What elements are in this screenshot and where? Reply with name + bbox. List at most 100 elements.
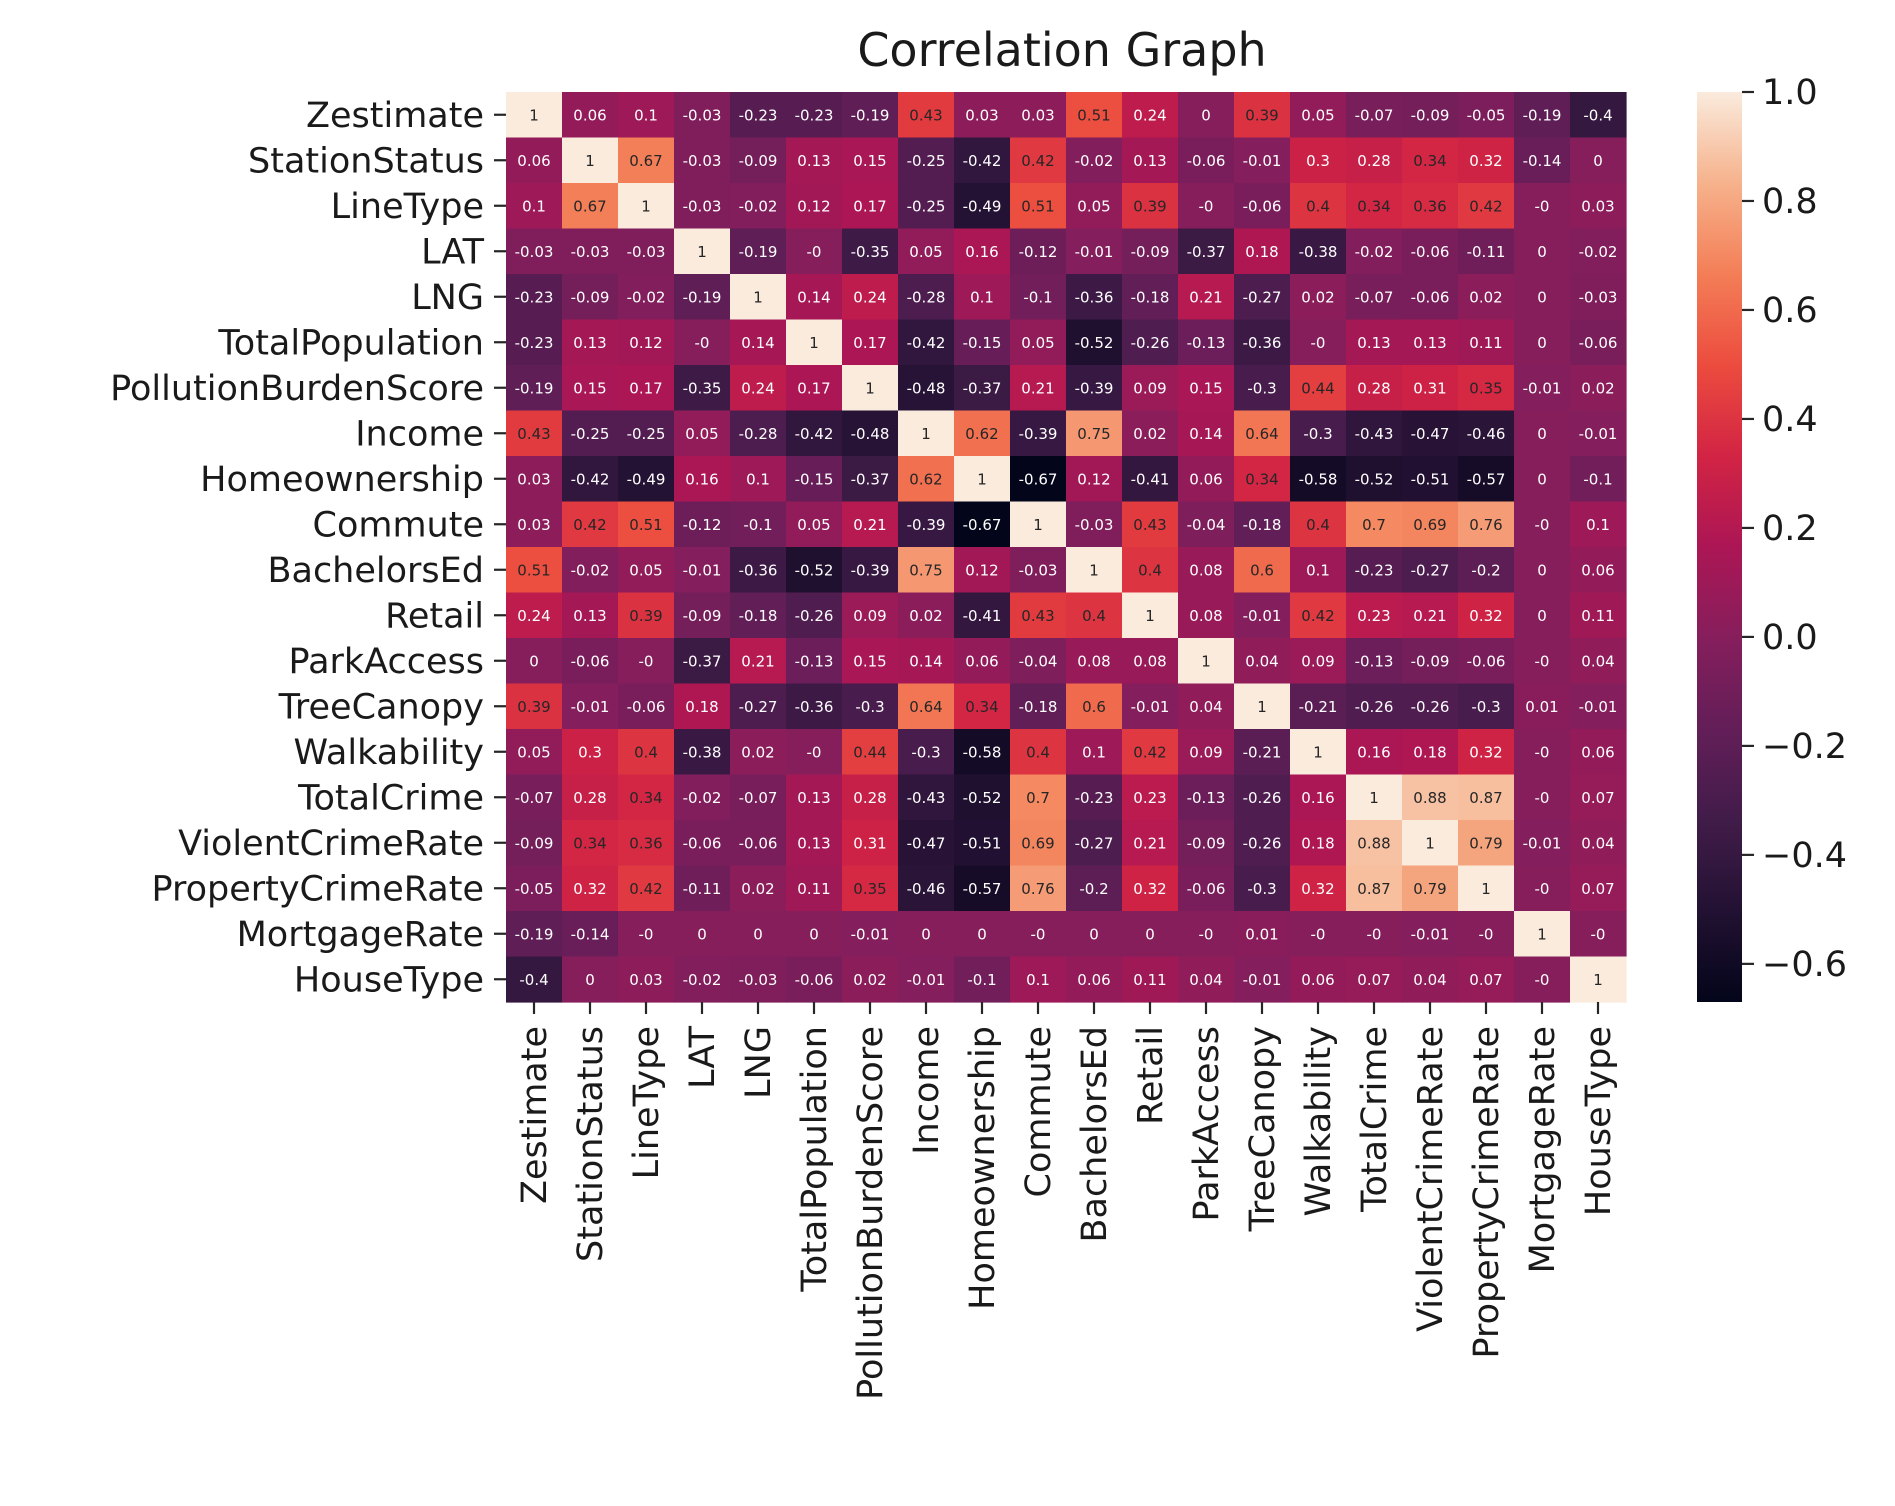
heatmap-cell (1234, 501, 1291, 548)
heatmap-cell (1402, 865, 1459, 912)
heatmap-cell (1234, 92, 1291, 139)
cell-value-label: 1 (585, 152, 595, 170)
heatmap-cell (786, 911, 843, 958)
heatmap-cell (1122, 137, 1179, 184)
heatmap-cell (1402, 365, 1459, 412)
heatmap-cell (1122, 92, 1179, 139)
cell-value-label: 0.09 (1301, 652, 1334, 670)
x-tick-label: TotalCrime (1355, 1026, 1395, 1213)
heatmap-cell (1234, 638, 1291, 685)
heatmap-cell (898, 137, 955, 184)
heatmap-cell (1346, 137, 1403, 184)
heatmap-cell (1178, 410, 1235, 457)
heatmap-cell (562, 228, 619, 275)
heatmap-cell (1234, 774, 1291, 821)
cell-value-label: 0.08 (1189, 561, 1222, 579)
heatmap-cell (1234, 137, 1291, 184)
cell-value-label: 0.12 (797, 197, 830, 215)
heatmap-cell (730, 956, 787, 1003)
cell-value-label: 0.17 (629, 379, 662, 397)
heatmap-cell (562, 956, 619, 1003)
cell-value-label: -0.03 (683, 106, 722, 124)
heatmap-cell (1066, 183, 1123, 230)
cell-value-label: -0.19 (739, 243, 778, 261)
heatmap-cell (786, 638, 843, 685)
y-tick-label: LAT (421, 232, 485, 272)
cell-value-label: -0.26 (1355, 698, 1394, 716)
heatmap-cell (618, 638, 675, 685)
heatmap-cell (954, 729, 1011, 776)
cell-value-label: 0.88 (1413, 789, 1446, 807)
heatmap-cell (506, 183, 563, 230)
heatmap-cell (1346, 319, 1403, 366)
cell-value-label: -0.58 (963, 743, 1002, 761)
heatmap-cell (1178, 137, 1235, 184)
cell-value-label: 0.28 (1357, 379, 1390, 397)
cell-value-label: 0.16 (685, 470, 718, 488)
cell-value-label: 0.21 (741, 652, 774, 670)
heatmap-cell (730, 911, 787, 958)
cell-value-label: -0.36 (1075, 288, 1114, 306)
heatmap-cell (506, 638, 563, 685)
cell-value-label: 0.04 (1189, 698, 1222, 716)
heatmap-cell (562, 547, 619, 594)
cell-value-label: 0.4 (1138, 561, 1162, 579)
cell-value-label: -0.36 (1243, 334, 1282, 352)
heatmap-cell (1402, 592, 1459, 639)
cell-value-label: -0.19 (683, 288, 722, 306)
cell-value-label: 0.14 (1189, 425, 1222, 443)
heatmap-cell (1122, 820, 1179, 867)
cell-value-label: 0.17 (853, 197, 886, 215)
cell-value-label: -0.38 (683, 743, 722, 761)
cell-value-label: -0.3 (911, 743, 940, 761)
cell-value-label: 0.13 (1413, 334, 1446, 352)
cell-value-label: -0.23 (739, 106, 778, 124)
heatmap-cell (674, 183, 731, 230)
cell-value-label: -0.09 (683, 607, 722, 625)
heatmap-cell (786, 501, 843, 548)
cell-value-label: 0.03 (517, 516, 550, 534)
heatmap-cell (674, 274, 731, 321)
cell-value-label: 0.04 (1189, 971, 1222, 989)
cell-value-label: 1 (921, 425, 931, 443)
cell-value-label: 0.87 (1469, 789, 1502, 807)
heatmap-cell (1122, 319, 1179, 366)
cell-value-label: -0.01 (851, 925, 890, 943)
cell-value-label: 0.75 (909, 561, 942, 579)
cell-value-label: -0.06 (1411, 243, 1450, 261)
y-tick-label: StationStatus (248, 141, 484, 181)
cell-value-label: 0.28 (1357, 152, 1390, 170)
heatmap-cell (1458, 820, 1515, 867)
heatmap-cell (1458, 956, 1515, 1003)
cell-value-label: 0.21 (1413, 607, 1446, 625)
heatmap-cell (842, 956, 899, 1003)
cell-value-label: 0 (529, 652, 539, 670)
cell-value-label: 0.08 (1077, 652, 1110, 670)
heatmap-cell (1570, 956, 1627, 1003)
cell-value-label: 0.04 (1581, 652, 1614, 670)
colorbar-tick-label: −0.2 (1762, 727, 1847, 767)
heatmap-cell (1066, 729, 1123, 776)
heatmap-cell (786, 228, 843, 275)
heatmap-cell (506, 592, 563, 639)
heatmap-cell (1178, 456, 1235, 503)
cell-value-label: -0.43 (907, 789, 946, 807)
heatmap-cell (898, 410, 955, 457)
heatmap-cell (562, 729, 619, 776)
cell-value-label: 0.21 (1133, 834, 1166, 852)
cell-value-label: -0.01 (571, 698, 610, 716)
cell-value-label: -0.41 (963, 607, 1002, 625)
heatmap-cell (1234, 183, 1291, 230)
y-tick-label: BachelorsEd (267, 551, 484, 591)
cell-value-label: 0.7 (1026, 789, 1050, 807)
cell-value-label: 0.39 (1133, 197, 1166, 215)
x-tick-label: LAT (683, 1025, 723, 1089)
cell-value-label: -0.36 (795, 698, 834, 716)
cell-value-label: -0.23 (1075, 789, 1114, 807)
heatmap-cell (562, 911, 619, 958)
heatmap-cell (954, 592, 1011, 639)
heatmap-cell (1178, 774, 1235, 821)
cell-value-label: -0.23 (1355, 561, 1394, 579)
cell-value-label: 0.69 (1021, 834, 1054, 852)
cell-value-label: -0.39 (1019, 425, 1058, 443)
